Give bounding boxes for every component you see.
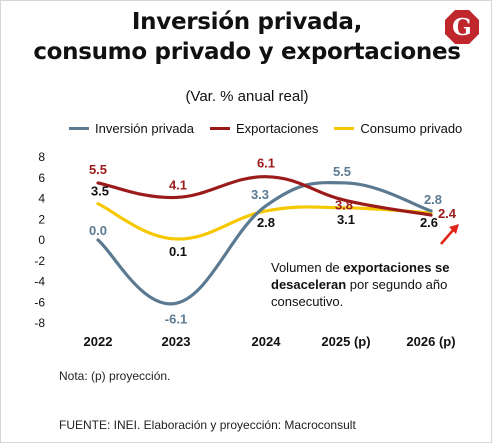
y-tick-label: -6 [34,295,45,309]
x-tick-label: 2022 [84,334,113,349]
y-tick-label: -8 [34,316,45,330]
y-tick-label: -4 [34,275,45,289]
data-label-inversion: 5.5 [333,164,351,179]
series-line-inversion [96,181,433,306]
x-tick-label: 2023 [162,334,191,349]
chart-subtitle: (Var. % anual real) [185,88,309,105]
data-label-inversion: -6.1 [165,311,187,326]
title-line-1: Inversión privada, [131,9,363,35]
data-label-inversion: 0.0 [89,223,107,238]
data-label-consumo: 3.1 [337,212,355,227]
data-label-exportaciones: 4.1 [169,177,187,192]
legend-item-exportaciones: Exportaciones [210,121,318,136]
data-label-consumo: 2.8 [257,215,275,230]
legend-swatch-inversion [69,127,89,130]
annotation-text-1: Volumen de [271,260,344,275]
annotation-bold: exportaciones se desaceleran [271,260,450,292]
y-tick-label: 2 [38,212,45,226]
y-tick-label: 4 [38,192,45,206]
data-label-exportaciones: 6.1 [257,156,275,171]
data-label-consumo: 0.1 [169,244,187,259]
y-tick-label: 6 [38,171,45,185]
series-line-exportaciones [96,175,433,217]
series-line-consumo [96,202,433,241]
source-note: FUENTE: INEI. Elaboración y proyección: … [59,418,356,432]
legend-label-consumo: Consumo privado [360,121,463,136]
y-tick-label: 0 [38,233,45,247]
trend-arrow-head [449,224,459,234]
title-line-2: consumo privado y exportaciones [33,39,461,65]
x-tick-label: 2026 (p) [406,334,455,349]
chart-title: Inversión privada, consumo privado y exp… [1,7,491,67]
data-label-exportaciones: 3.8 [335,198,353,213]
legend-item-inversion: Inversión privada [69,121,194,136]
y-tick-label: 8 [38,150,45,164]
data-label-inversion: 2.8 [424,192,442,207]
footnote: Nota: (p) proyección. [59,369,171,383]
data-label-exportaciones: 2.4 [438,206,457,221]
trend-arrow-shaft [440,228,455,245]
legend-swatch-consumo [334,127,355,130]
data-label-consumo: 2.6 [420,215,438,230]
data-label-exportaciones: 5.5 [89,162,107,177]
legend-label-exportaciones: Exportaciones [236,121,319,136]
data-label-consumo: 3.5 [91,184,109,199]
logo-letter: G [452,14,472,41]
legend-label-inversion: Inversión privada [95,121,194,136]
y-tick-label: -2 [34,254,45,268]
annotation-text-2: por segundo año consecutivo. [271,277,448,309]
legend-swatch-exportaciones [210,127,230,130]
x-tick-label: 2024 [252,334,282,349]
legend-item-consumo: Consumo privado [334,121,462,136]
brand-logo: G [445,10,479,44]
data-label-inversion: 3.3 [251,187,269,202]
chart-annotation: Volumen de exportaciones se desaceleran … [271,259,461,310]
logo-octagon [445,10,479,44]
chart-legend: Inversión privada Exportaciones Consumo … [69,121,478,136]
x-tick-label: 2025 (p) [321,334,370,349]
